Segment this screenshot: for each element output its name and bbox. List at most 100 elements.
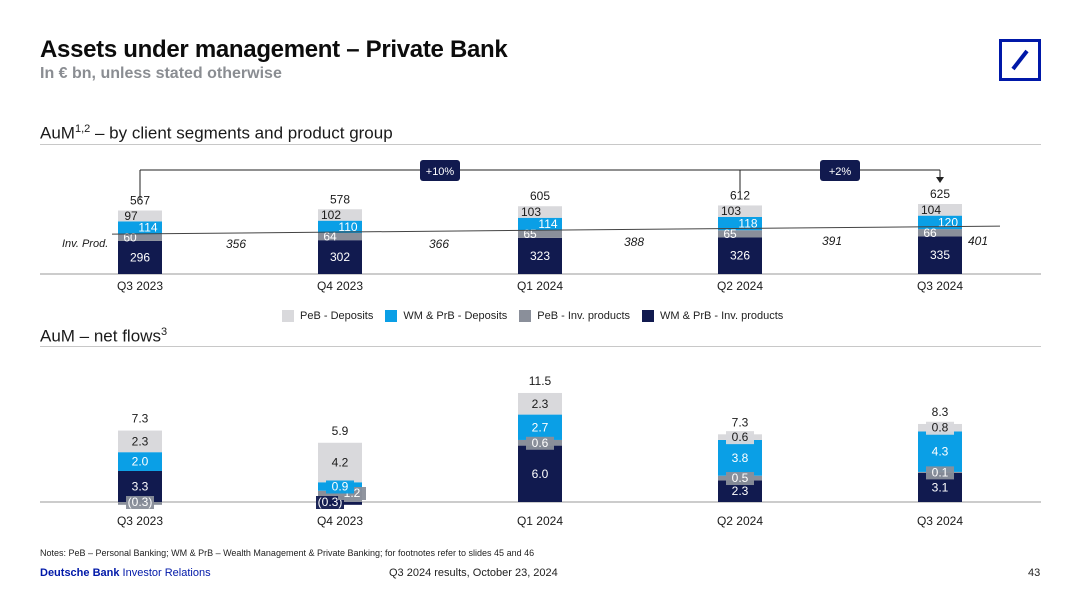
flows-small-label-bg	[526, 436, 554, 450]
growth-callout-box	[820, 160, 860, 181]
aum-x-tick-label: Q3 2024	[917, 279, 963, 293]
flows-segment-label: 0.8	[932, 421, 949, 435]
aum-bar-segment	[518, 206, 562, 218]
flows-bar-segment	[118, 452, 162, 471]
flows-total-label: 7.3	[132, 412, 149, 426]
flows-segment-label: 3.1	[932, 480, 949, 494]
flows-bar-segment	[118, 430, 162, 453]
legend-swatch	[642, 310, 655, 322]
flows-small-label-bg	[326, 480, 354, 494]
legend-item: WM & PrB - Deposits	[385, 310, 507, 322]
aum-x-tick-label: Q1 2024	[517, 279, 563, 293]
aum-segment-label: 326	[730, 249, 750, 263]
aum-bar-segment	[518, 237, 562, 274]
legend-label: PeB - Inv. products	[537, 310, 631, 322]
aum-x-tick-label: Q4 2023	[317, 279, 363, 293]
aum-segment-label: 103	[521, 205, 541, 219]
aum-bar-segment	[318, 233, 362, 241]
aum-total-label: 612	[730, 188, 750, 202]
page-subtitle: In € bn, unless stated otherwise	[40, 65, 282, 82]
flows-small-label-bg	[926, 421, 954, 435]
flows-segment-label: 6.0	[532, 467, 549, 481]
aum-segment-label: 60	[123, 230, 137, 244]
flows-x-tick-label: Q1 2024	[517, 514, 563, 528]
flows-bar-segment	[318, 442, 362, 483]
footer-brand: Deutsche Bank Investor Relations	[40, 567, 211, 579]
flows-bar-segment	[718, 480, 762, 502]
flows-segment-label: 0.6	[532, 436, 549, 450]
flows-section-rule	[40, 346, 1041, 347]
inv-prod-value: 366	[429, 237, 449, 251]
flows-small-label-bg	[316, 496, 344, 509]
flows-segment-label: 4.2	[332, 456, 349, 470]
aum-bar-segment	[518, 217, 562, 231]
flows-segment-label: 2.3	[132, 434, 149, 448]
legend-swatch	[519, 310, 532, 322]
legend-item: PeB - Deposits	[282, 310, 373, 322]
aum-segment-label: 65	[523, 227, 537, 241]
flows-segment-label: 4.3	[932, 445, 949, 459]
inv-prod-value: 401	[968, 234, 988, 248]
aum-bar-segment	[118, 210, 162, 222]
flows-segment-label: 2.3	[532, 397, 549, 411]
aum-bar-segment	[318, 240, 362, 274]
flows-x-tick-label: Q2 2024	[717, 514, 763, 528]
legend-item: WM & PrB - Inv. products	[642, 310, 783, 322]
aum-segment-label: 323	[530, 249, 550, 263]
aum-segment-label: 296	[130, 250, 150, 264]
flows-total-label: 8.3	[932, 405, 949, 419]
flows-segment-label: 3.3	[132, 479, 149, 493]
footer-date: Q3 2024 results, October 23, 2024	[389, 567, 558, 579]
aum-segment-label: 97	[124, 209, 138, 223]
aum-bar-segment	[118, 221, 162, 235]
flows-total-label: 5.9	[332, 424, 349, 438]
flows-segment-label: 0.6	[732, 430, 749, 444]
growth-callout-box	[420, 160, 460, 181]
aum-bar-segment	[118, 240, 162, 274]
flows-segment-label: (0.3)	[128, 495, 153, 509]
flows-segment-label: 0.1	[932, 465, 949, 479]
aum-bar-segment	[318, 220, 362, 234]
aum-x-tick-label: Q3 2023	[117, 279, 163, 293]
aum-bar-segment	[918, 215, 962, 230]
inv-prod-value: 391	[822, 234, 842, 248]
aum-segment-label: 65	[723, 227, 737, 241]
legend-swatch	[282, 310, 294, 322]
flows-segment-label: (0.3)	[318, 495, 343, 509]
flows-segment-label: 2.3	[732, 484, 749, 498]
inv-prod-label: Inv. Prod.	[62, 238, 108, 250]
aum-segment-label: 335	[930, 248, 950, 262]
page-number: 43	[1028, 567, 1041, 579]
logo-slash-icon	[1011, 49, 1029, 71]
aum-total-label: 605	[530, 189, 550, 203]
aum-bar-segment	[518, 230, 562, 238]
flows-segment-label: 2.0	[132, 455, 149, 469]
flows-segment-label: 3.8	[732, 451, 749, 465]
flows-bar-segment	[718, 439, 762, 476]
flows-bar-segment	[518, 445, 562, 502]
aum-segment-label: 104	[921, 203, 941, 217]
page-title: Assets under management – Private Bank	[40, 36, 508, 63]
flows-x-tick-label: Q4 2023	[317, 514, 363, 528]
inv-prod-value: 388	[624, 235, 644, 249]
aum-segment-label: 302	[330, 250, 350, 264]
growth-arrow-icon	[936, 177, 944, 183]
aum-section-title: AuM1,2 – by client segments and product …	[40, 123, 393, 143]
aum-segment-label: 64	[323, 230, 337, 244]
growth-callout-label: +10%	[426, 166, 455, 178]
aum-bar-segment	[918, 204, 962, 216]
aum-bar-segment	[918, 236, 962, 274]
aum-segment-label: 102	[321, 208, 341, 222]
deutsche-bank-logo	[999, 39, 1041, 81]
aum-bar-segment	[718, 237, 762, 274]
aum-x-tick-label: Q2 2024	[717, 279, 763, 293]
aum-segment-label: 118	[738, 217, 757, 231]
aum-total-label: 625	[930, 187, 950, 201]
aum-bar-segment	[318, 209, 362, 221]
legend-item: PeB - Inv. products	[519, 310, 630, 322]
inv-prod-value: 356	[226, 237, 246, 251]
aum-bar-segment	[118, 234, 162, 241]
flows-bar-segment	[918, 431, 962, 472]
growth-callout-label: +2%	[829, 166, 852, 178]
